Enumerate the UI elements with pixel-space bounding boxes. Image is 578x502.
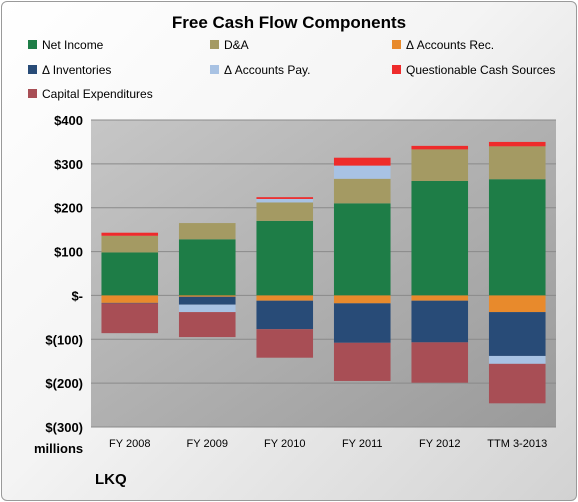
x-tick-label: FY 2009: [187, 438, 228, 450]
bar-segment: [333, 295, 391, 304]
y-tick-label: $(100): [45, 332, 83, 347]
bar-segment: [256, 329, 314, 358]
legend-item-da: D&A: [210, 38, 249, 54]
bar-segment: [488, 355, 546, 364]
legend-label-accounts-pay: Δ Accounts Pay.: [224, 63, 311, 77]
bar-segment: [178, 304, 236, 313]
bar-segment: [178, 296, 236, 305]
bar-segment: [333, 203, 391, 296]
bar-segment: [101, 235, 159, 253]
bar-segment: [256, 295, 314, 301]
bar-segment: [411, 300, 469, 343]
bar-segment: [256, 198, 314, 203]
bar-segment: [488, 363, 546, 404]
gridlines: [91, 119, 556, 428]
y-tick-label: $100: [54, 245, 83, 260]
bar-segment: [488, 312, 546, 356]
bar-segment: [256, 300, 314, 330]
bar-segment: [488, 179, 546, 296]
x-tick-label: FY 2010: [264, 438, 305, 450]
legend-swatch-net-income: [28, 40, 37, 49]
x-axis: FY 2008 FY 2009 FY 2010 FY 2011 FY 2012 TTM 3…: [109, 438, 547, 450]
legend-label-questionable: Questionable Cash Sources: [406, 63, 556, 77]
legend-swatch-questionable: [392, 65, 401, 74]
legend-item-inventories: Δ Inventories: [28, 63, 111, 79]
legend-swatch-inventories: [28, 65, 37, 74]
y-axis: $(300) $(200) $(100) $- $100 $200 $300 $400: [45, 113, 83, 435]
bar-segment: [101, 302, 159, 304]
units-label: millions: [34, 441, 84, 456]
bar-segment: [101, 252, 159, 296]
bar-segment: [256, 202, 314, 221]
company-label: LKQ: [95, 471, 127, 488]
y-tick-label: $300: [54, 157, 83, 172]
x-tick-label: FY 2008: [109, 438, 150, 450]
bar-segment: [101, 232, 159, 236]
legend-item-accounts-pay: Δ Accounts Pay.: [210, 63, 311, 79]
bar-segment: [411, 145, 469, 150]
bar-segment: [411, 180, 469, 296]
y-tick-label: $(300): [45, 420, 83, 435]
bar-segment: [256, 197, 314, 199]
x-tick-label: TTM 3-2013: [487, 438, 547, 450]
x-tick-label: FY 2011: [342, 438, 383, 450]
bar-segment: [333, 178, 391, 204]
legend-label-da: D&A: [224, 38, 249, 52]
legend-swatch-accounts-rec: [392, 40, 401, 49]
bar-segment: [333, 303, 391, 343]
legend-label-net-income: Net Income: [42, 38, 104, 52]
chart-title: Free Cash Flow Components: [171, 13, 407, 32]
y-tick-label: $-: [71, 288, 83, 303]
bar-segment: [411, 149, 469, 181]
legend: Net Income D&A Δ Accounts Rec. Δ Invento…: [0, 0, 578, 110]
legend-label-accounts-rec: Δ Accounts Rec.: [406, 38, 495, 52]
bar-segment: [256, 220, 314, 296]
legend-swatch-accounts-pay: [210, 65, 219, 74]
bar-segment: [488, 146, 546, 180]
plot-area: [91, 120, 556, 427]
bar-segment: [333, 157, 391, 166]
legend-swatch-da: [210, 40, 219, 49]
bar-segment: [488, 295, 546, 313]
bar-segment: [101, 295, 159, 303]
legend-swatch-capex: [28, 89, 37, 98]
legend-item-capex: Capital Expenditures: [28, 87, 153, 103]
y-tick-label: $200: [54, 201, 83, 216]
bar-segment: [178, 295, 236, 297]
bar-segment: [333, 165, 391, 179]
y-tick-label: $400: [54, 113, 83, 128]
legend-label-capex: Capital Expenditures: [42, 87, 153, 101]
legend-label-inventories: Δ Inventories: [42, 63, 112, 77]
bar-segment: [488, 141, 546, 147]
bar-segment: [411, 342, 469, 383]
legend-item-accounts-rec: Δ Accounts Rec.: [392, 38, 494, 54]
bar-segment: [333, 342, 391, 381]
bar-segment: [101, 303, 159, 334]
bar-segment: [178, 312, 236, 338]
bars: [101, 141, 546, 404]
bar-segment: [178, 239, 236, 296]
bar-segment: [178, 223, 236, 240]
bar-segment: [411, 295, 469, 301]
y-tick-label: $(200): [45, 376, 83, 391]
legend-item-net-income: Net Income: [28, 38, 103, 54]
x-tick-label: FY 2012: [419, 438, 460, 450]
legend-item-questionable: Questionable Cash Sources: [392, 63, 555, 79]
